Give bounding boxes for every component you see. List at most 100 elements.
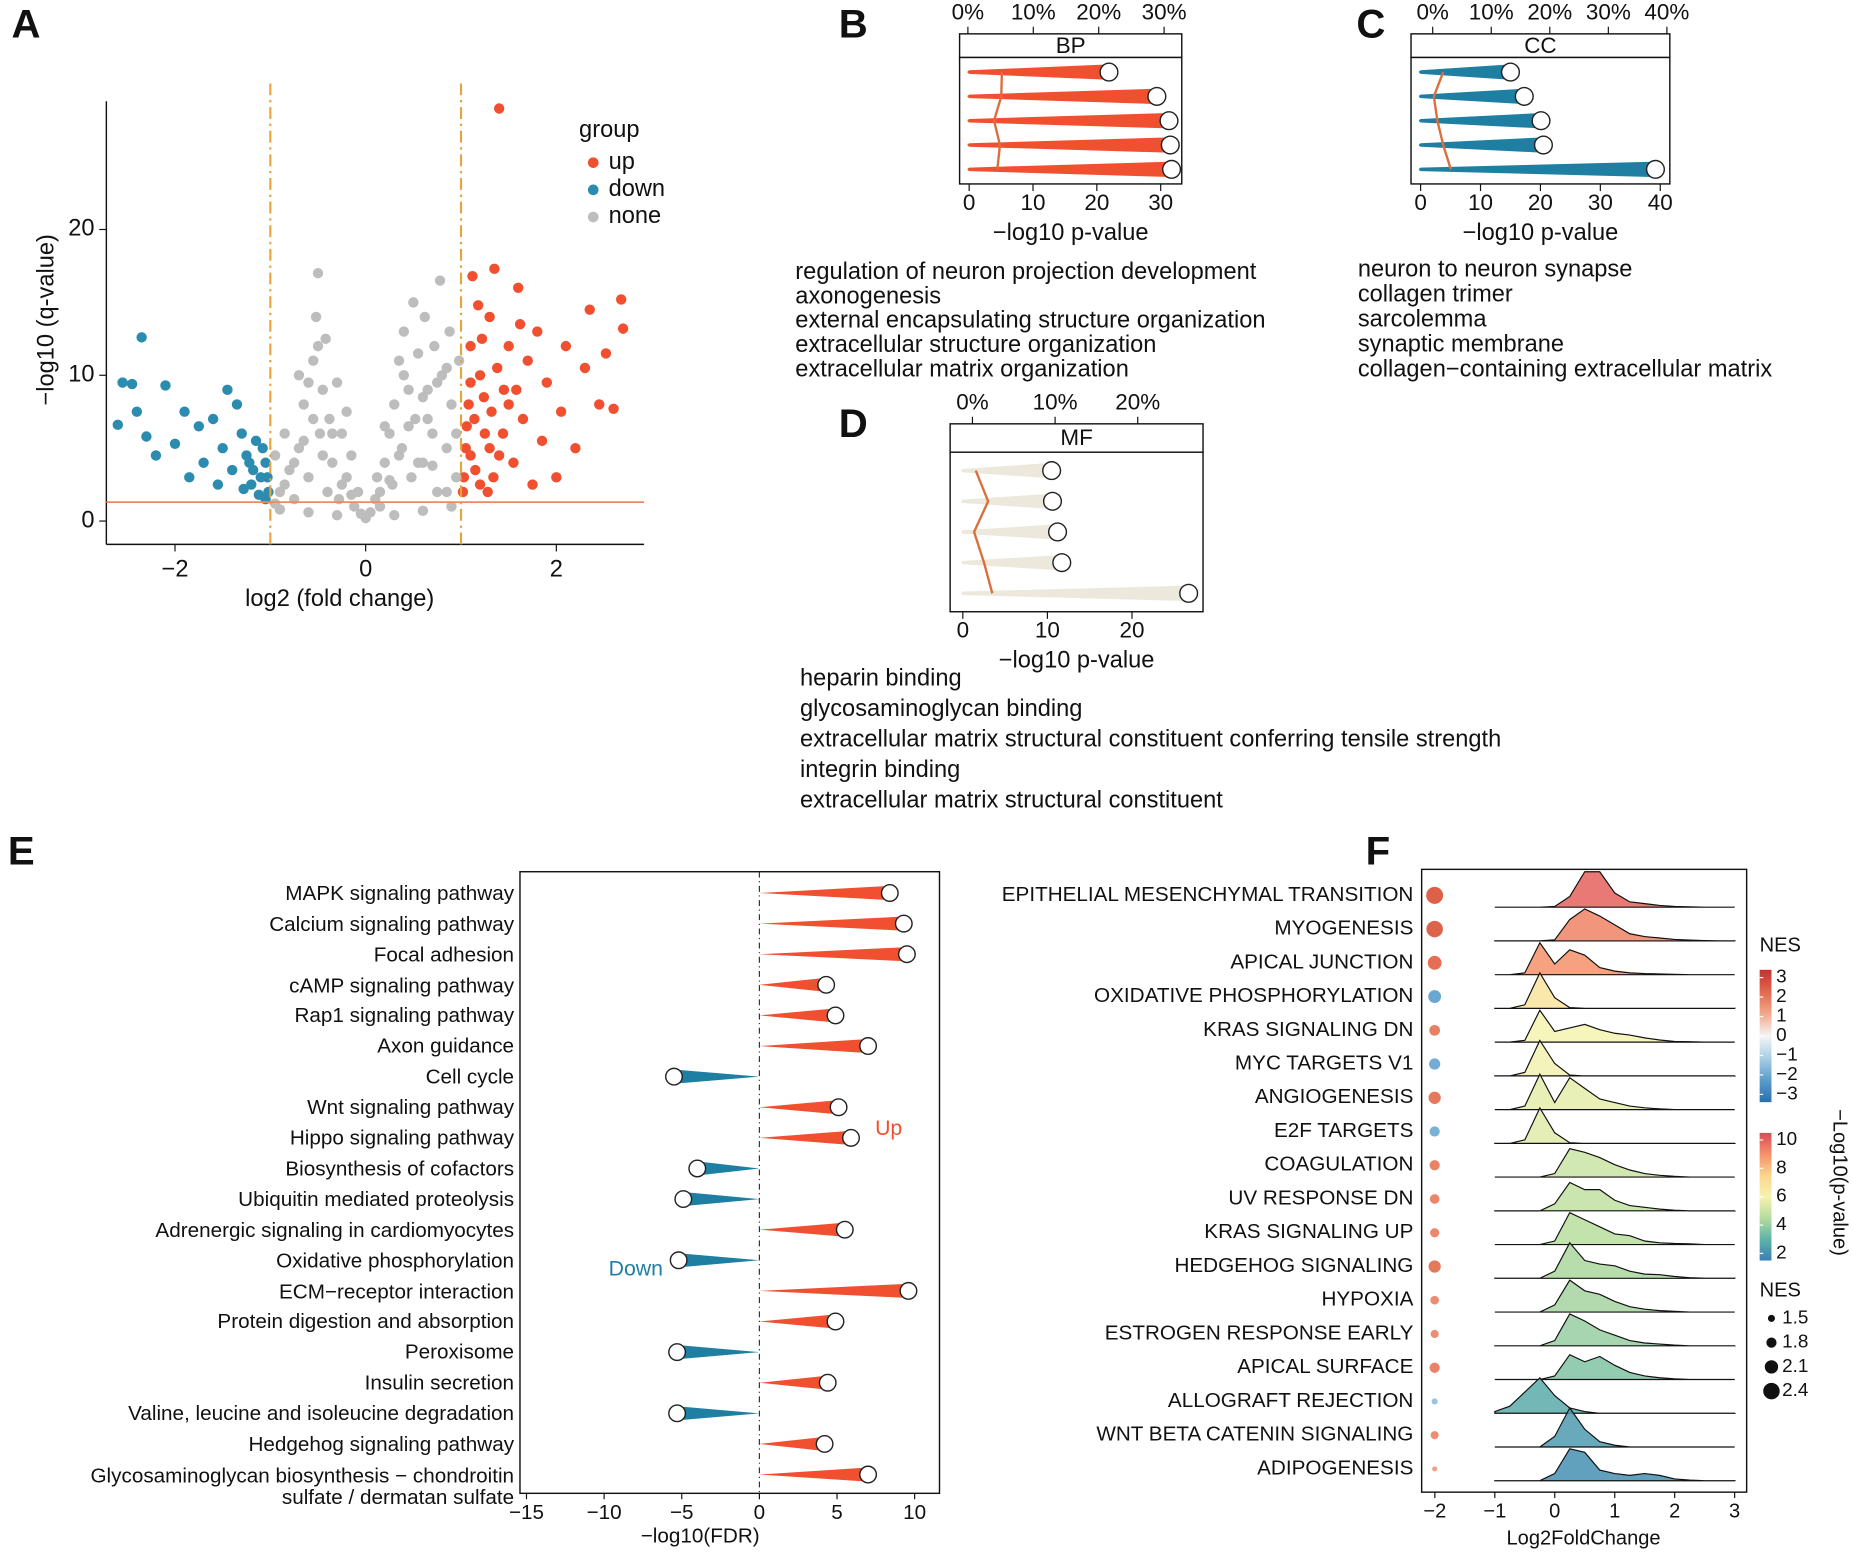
- bar: [759, 1375, 828, 1390]
- bar: [967, 137, 1171, 153]
- x-tick-label: 1: [1609, 1501, 1620, 1523]
- point: [551, 472, 562, 483]
- point: [112, 419, 123, 431]
- nes-dot: [1429, 1024, 1441, 1036]
- legend-title: NES: [1760, 934, 1801, 956]
- point: [434, 275, 446, 286]
- point: [536, 435, 548, 447]
- point: [514, 319, 526, 330]
- point: [522, 355, 533, 366]
- bar: [673, 1069, 760, 1084]
- colorbar-tick-label: −1: [1776, 1044, 1798, 1065]
- x-tick-label: 10: [1468, 190, 1493, 215]
- point: [169, 438, 181, 449]
- point: [451, 428, 462, 439]
- point: [493, 450, 505, 461]
- category-label: KRAS SIGNALING UP: [1204, 1220, 1413, 1243]
- nes-dot: [1429, 1126, 1440, 1137]
- bar-end: [1099, 62, 1119, 82]
- x-tick-label: 0: [1549, 1501, 1560, 1523]
- point: [310, 311, 322, 323]
- point: [398, 370, 410, 381]
- point: [389, 510, 400, 521]
- bar-end: [842, 1128, 860, 1147]
- category-label: ANGIOGENESIS: [1255, 1085, 1414, 1108]
- bar: [967, 113, 1169, 129]
- point: [446, 399, 457, 410]
- point: [312, 268, 324, 279]
- point: [327, 428, 338, 439]
- ridge: [1494, 1279, 1735, 1313]
- point: [393, 355, 405, 366]
- bar: [1418, 64, 1511, 80]
- point: [322, 486, 333, 498]
- nes-dot: [1429, 1058, 1441, 1070]
- point: [422, 413, 433, 425]
- point: [331, 377, 343, 388]
- nes-dot: [1430, 1431, 1439, 1440]
- x-tick-label: −5: [670, 1501, 694, 1524]
- point: [324, 413, 335, 425]
- point: [615, 294, 627, 305]
- point: [212, 479, 224, 490]
- nes-dot: [1426, 920, 1443, 938]
- point: [431, 377, 443, 388]
- x-tick-label: 0: [1414, 190, 1426, 215]
- bar: [1418, 113, 1542, 129]
- facet-label: MF: [1060, 425, 1092, 450]
- colorbar-tick-label: 0: [1776, 1025, 1787, 1046]
- point: [527, 479, 538, 490]
- category-label: MAPK signaling pathway: [285, 882, 514, 904]
- x-tick-label: −2: [1423, 1501, 1446, 1523]
- category-label: MYOGENESIS: [1274, 917, 1413, 940]
- point: [403, 384, 414, 396]
- category-label: APICAL JUNCTION: [1230, 950, 1413, 973]
- ridge: [1494, 1211, 1735, 1246]
- category-label-text: Oxidative phosphorylation: [276, 1248, 515, 1272]
- category-label-text: Axon guidance: [377, 1033, 515, 1058]
- colorbar-tick-label: 2: [1776, 1242, 1787, 1263]
- term-label: sarcolemma: [1358, 307, 1488, 333]
- point: [410, 413, 421, 425]
- term-label: synaptic membrane: [1358, 332, 1564, 358]
- colorbar-tick-label: 10: [1776, 1129, 1797, 1150]
- category-label-text: Protein digestion and absorption: [217, 1309, 515, 1334]
- nes-dot: [1429, 1362, 1440, 1373]
- bar: [759, 1008, 836, 1023]
- ridge: [1494, 1377, 1737, 1414]
- bar: [759, 885, 890, 901]
- top-tick-label: 0%: [952, 0, 984, 25]
- category-label: HEDGEHOG SIGNALING: [1174, 1254, 1413, 1277]
- x-axis-title: Log2FoldChange: [1507, 1528, 1661, 1550]
- category-label: UV RESPONSE DN: [1228, 1186, 1413, 1209]
- point: [453, 355, 465, 366]
- category-label: OXIDATIVE PHOSPHORYLATION: [1094, 984, 1413, 1007]
- point: [492, 362, 503, 374]
- point: [193, 421, 205, 432]
- nes-dot: [1429, 1160, 1440, 1171]
- bar: [759, 1436, 825, 1452]
- y-axis-title: −log10 (q-value): [34, 234, 60, 405]
- point: [398, 326, 410, 337]
- bar-end: [1047, 522, 1068, 542]
- point: [222, 384, 233, 396]
- point: [346, 450, 357, 461]
- point: [429, 340, 440, 352]
- size-label: 2.4: [1782, 1380, 1808, 1401]
- ridge: [1494, 1106, 1737, 1145]
- term-label: neuron to neuron synapse: [1358, 256, 1633, 282]
- point: [484, 442, 495, 454]
- ridge: [1494, 1313, 1737, 1347]
- category-label: E2F TARGETS: [1274, 1119, 1413, 1142]
- category-label: MYC TARGETS V1: [1235, 1052, 1413, 1075]
- bar: [759, 947, 907, 962]
- category-label: Valine, leucine and isoleucine degradati…: [128, 1402, 514, 1424]
- bar-end: [668, 1404, 687, 1423]
- point: [451, 472, 462, 483]
- point: [207, 413, 219, 425]
- point: [371, 472, 383, 483]
- bar-end: [1531, 111, 1551, 131]
- term-label: external encapsulating structure organiz…: [795, 308, 1265, 334]
- point: [331, 510, 343, 521]
- category-label-text: Adrenergic signaling in cardiomyocytes: [155, 1217, 515, 1242]
